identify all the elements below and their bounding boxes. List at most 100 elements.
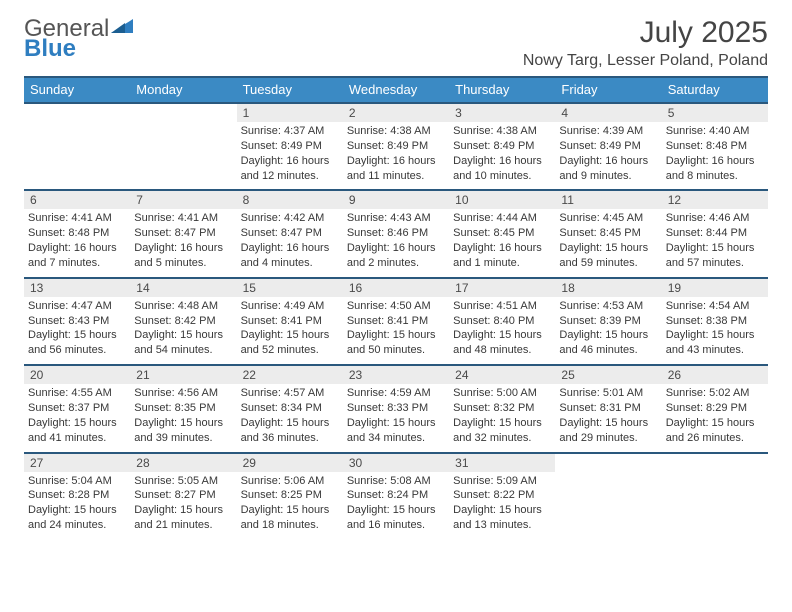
- daylight-line1: Daylight: 15 hours: [28, 416, 126, 431]
- daylight-line2: and 2 minutes.: [347, 256, 445, 271]
- daylight-line2: and 34 minutes.: [347, 431, 445, 446]
- day-info: Sunrise: 4:59 AMSunset: 8:33 PMDaylight:…: [347, 386, 445, 445]
- week-row: 13Sunrise: 4:47 AMSunset: 8:43 PMDayligh…: [24, 277, 768, 364]
- day-cell: 21Sunrise: 4:56 AMSunset: 8:35 PMDayligh…: [130, 366, 236, 451]
- daylight-line1: Daylight: 16 hours: [347, 241, 445, 256]
- daylight-line1: Daylight: 15 hours: [347, 503, 445, 518]
- brand-logo: General Blue: [24, 16, 133, 61]
- sunset-text: Sunset: 8:40 PM: [453, 314, 551, 329]
- day-number: 29: [237, 454, 343, 472]
- sunrise-text: Sunrise: 4:59 AM: [347, 386, 445, 401]
- daylight-line2: and 11 minutes.: [347, 169, 445, 184]
- daylight-line1: Daylight: 15 hours: [666, 416, 764, 431]
- day-cell: 31Sunrise: 5:09 AMSunset: 8:22 PMDayligh…: [449, 454, 555, 539]
- daylight-line2: and 24 minutes.: [28, 518, 126, 533]
- header: General Blue July 2025 Nowy Targ, Lesser…: [24, 16, 768, 70]
- day-number: 5: [662, 104, 768, 122]
- daylight-line2: and 8 minutes.: [666, 169, 764, 184]
- daylight-line2: and 4 minutes.: [241, 256, 339, 271]
- day-cell: 12Sunrise: 4:46 AMSunset: 8:44 PMDayligh…: [662, 191, 768, 276]
- day-cell: 24Sunrise: 5:00 AMSunset: 8:32 PMDayligh…: [449, 366, 555, 451]
- day-cell: 22Sunrise: 4:57 AMSunset: 8:34 PMDayligh…: [237, 366, 343, 451]
- daylight-line2: and 13 minutes.: [453, 518, 551, 533]
- daylight-line2: and 9 minutes.: [559, 169, 657, 184]
- daylight-line2: and 54 minutes.: [134, 343, 232, 358]
- day-info: Sunrise: 4:42 AMSunset: 8:47 PMDaylight:…: [241, 211, 339, 270]
- day-cell: 6Sunrise: 4:41 AMSunset: 8:48 PMDaylight…: [24, 191, 130, 276]
- day-number: 20: [24, 366, 130, 384]
- day-number: 10: [449, 191, 555, 209]
- day-info: Sunrise: 4:53 AMSunset: 8:39 PMDaylight:…: [559, 299, 657, 358]
- day-of-week-header: SundayMondayTuesdayWednesdayThursdayFrid…: [24, 76, 768, 102]
- empty-cell: [662, 454, 768, 539]
- day-number: 22: [237, 366, 343, 384]
- sunrise-text: Sunrise: 5:00 AM: [453, 386, 551, 401]
- daylight-line1: Daylight: 16 hours: [453, 154, 551, 169]
- daylight-line1: Daylight: 15 hours: [28, 328, 126, 343]
- daylight-line2: and 48 minutes.: [453, 343, 551, 358]
- day-cell: 30Sunrise: 5:08 AMSunset: 8:24 PMDayligh…: [343, 454, 449, 539]
- day-info: Sunrise: 4:47 AMSunset: 8:43 PMDaylight:…: [28, 299, 126, 358]
- daylight-line2: and 32 minutes.: [453, 431, 551, 446]
- day-info: Sunrise: 4:46 AMSunset: 8:44 PMDaylight:…: [666, 211, 764, 270]
- day-number: 26: [662, 366, 768, 384]
- day-number: 25: [555, 366, 661, 384]
- sunrise-text: Sunrise: 4:51 AM: [453, 299, 551, 314]
- sunset-text: Sunset: 8:47 PM: [134, 226, 232, 241]
- daylight-line1: Daylight: 16 hours: [241, 241, 339, 256]
- sunrise-text: Sunrise: 4:45 AM: [559, 211, 657, 226]
- sunset-text: Sunset: 8:43 PM: [28, 314, 126, 329]
- dow-label: Monday: [130, 78, 236, 102]
- sunrise-text: Sunrise: 4:55 AM: [28, 386, 126, 401]
- day-number: 7: [130, 191, 236, 209]
- dow-label: Sunday: [24, 78, 130, 102]
- daylight-line1: Daylight: 16 hours: [666, 154, 764, 169]
- daylight-line1: Daylight: 15 hours: [559, 328, 657, 343]
- daylight-line2: and 43 minutes.: [666, 343, 764, 358]
- day-info: Sunrise: 4:41 AMSunset: 8:48 PMDaylight:…: [28, 211, 126, 270]
- daylight-line1: Daylight: 15 hours: [453, 503, 551, 518]
- sunset-text: Sunset: 8:29 PM: [666, 401, 764, 416]
- dow-label: Friday: [555, 78, 661, 102]
- daylight-line1: Daylight: 15 hours: [134, 328, 232, 343]
- day-info: Sunrise: 5:08 AMSunset: 8:24 PMDaylight:…: [347, 474, 445, 533]
- day-info: Sunrise: 5:06 AMSunset: 8:25 PMDaylight:…: [241, 474, 339, 533]
- daylight-line1: Daylight: 15 hours: [347, 328, 445, 343]
- day-number: 19: [662, 279, 768, 297]
- day-info: Sunrise: 4:51 AMSunset: 8:40 PMDaylight:…: [453, 299, 551, 358]
- daylight-line1: Daylight: 15 hours: [134, 503, 232, 518]
- sunrise-text: Sunrise: 4:49 AM: [241, 299, 339, 314]
- title-block: July 2025 Nowy Targ, Lesser Poland, Pola…: [523, 16, 768, 70]
- sunset-text: Sunset: 8:22 PM: [453, 488, 551, 503]
- day-number: 1: [237, 104, 343, 122]
- day-cell: 17Sunrise: 4:51 AMSunset: 8:40 PMDayligh…: [449, 279, 555, 364]
- sunset-text: Sunset: 8:46 PM: [347, 226, 445, 241]
- day-number: 21: [130, 366, 236, 384]
- day-number: 4: [555, 104, 661, 122]
- day-info: Sunrise: 4:50 AMSunset: 8:41 PMDaylight:…: [347, 299, 445, 358]
- sunset-text: Sunset: 8:47 PM: [241, 226, 339, 241]
- day-number: 11: [555, 191, 661, 209]
- sunset-text: Sunset: 8:44 PM: [666, 226, 764, 241]
- day-info: Sunrise: 5:01 AMSunset: 8:31 PMDaylight:…: [559, 386, 657, 445]
- day-number: 3: [449, 104, 555, 122]
- day-info: Sunrise: 4:38 AMSunset: 8:49 PMDaylight:…: [453, 124, 551, 183]
- daylight-line1: Daylight: 15 hours: [453, 416, 551, 431]
- sunrise-text: Sunrise: 4:41 AM: [134, 211, 232, 226]
- sunrise-text: Sunrise: 4:40 AM: [666, 124, 764, 139]
- sunset-text: Sunset: 8:37 PM: [28, 401, 126, 416]
- sunrise-text: Sunrise: 5:06 AM: [241, 474, 339, 489]
- day-cell: 20 Sunrise: 4:55 AMSunset: 8:37 PMDayligh…: [24, 366, 130, 451]
- sunrise-text: Sunrise: 4:56 AM: [134, 386, 232, 401]
- daylight-line1: Daylight: 15 hours: [241, 416, 339, 431]
- daylight-line2: and 46 minutes.: [559, 343, 657, 358]
- daylight-line2: and 5 minutes.: [134, 256, 232, 271]
- day-cell: 8Sunrise: 4:42 AMSunset: 8:47 PMDaylight…: [237, 191, 343, 276]
- sunrise-text: Sunrise: 4:38 AM: [347, 124, 445, 139]
- sunset-text: Sunset: 8:24 PM: [347, 488, 445, 503]
- day-cell: 27Sunrise: 5:04 AMSunset: 8:28 PMDayligh…: [24, 454, 130, 539]
- sunrise-text: Sunrise: 4:47 AM: [28, 299, 126, 314]
- sunrise-text: Sunrise: 4:39 AM: [559, 124, 657, 139]
- daylight-line2: and 29 minutes.: [559, 431, 657, 446]
- daylight-line1: Daylight: 15 hours: [28, 503, 126, 518]
